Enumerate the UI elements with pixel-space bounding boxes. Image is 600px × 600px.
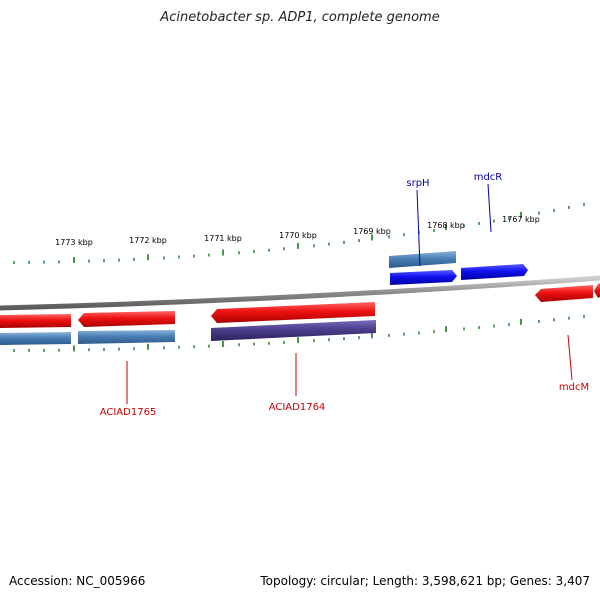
ruler-label: 1768 kbp xyxy=(427,221,465,230)
genome-backbone xyxy=(0,275,600,311)
ruler-label: 1771 kbp xyxy=(204,234,242,243)
gene-feature-mdcR[interactable] xyxy=(461,264,528,280)
gene-feature-srpH[interactable] xyxy=(389,251,456,268)
gene-feature-purple[interactable] xyxy=(211,320,376,341)
label-leader-srpH xyxy=(416,189,421,267)
gene-label-srpH[interactable]: srpH xyxy=(406,178,429,189)
genome-summary-text: Topology: circular; Length: 3,598,621 bp… xyxy=(260,574,590,588)
gene-feature-red-left[interactable] xyxy=(0,314,71,328)
gene-label-ACIAD1765[interactable]: ACIAD1765 xyxy=(100,407,157,418)
gene-feature-red-right[interactable] xyxy=(594,283,600,298)
gene-feature-steel-mid[interactable] xyxy=(78,330,175,344)
map-title: Acinetobacter sp. ADP1, complete genome xyxy=(160,10,440,25)
gene-label-mdcM[interactable]: mdcM xyxy=(559,382,589,393)
outer-ruler xyxy=(13,203,585,264)
gene-feature-steel-left[interactable] xyxy=(0,332,71,345)
label-leader-mdcM xyxy=(567,334,573,381)
gene-label-ACIAD1764[interactable]: ACIAD1764 xyxy=(269,402,326,413)
gene-feature-ACIAD1765[interactable] xyxy=(78,311,175,327)
ruler-label: 1767 kbp xyxy=(502,215,540,224)
ruler-label: 1769 kbp xyxy=(353,227,391,236)
ruler-label: 1770 kbp xyxy=(279,231,317,240)
gene-feature-blue-1[interactable] xyxy=(390,270,457,285)
ruler-label: 1773 kbp xyxy=(55,238,93,247)
accession-text: Accession: NC_005966 xyxy=(9,574,146,588)
gene-feature-ACIAD1764[interactable] xyxy=(211,302,375,323)
gene-label-mdcR[interactable]: mdcR xyxy=(474,172,503,183)
label-leader-mdcR xyxy=(487,183,492,233)
ruler-label: 1772 kbp xyxy=(129,236,167,245)
gene-feature-mdcM[interactable] xyxy=(535,285,593,302)
